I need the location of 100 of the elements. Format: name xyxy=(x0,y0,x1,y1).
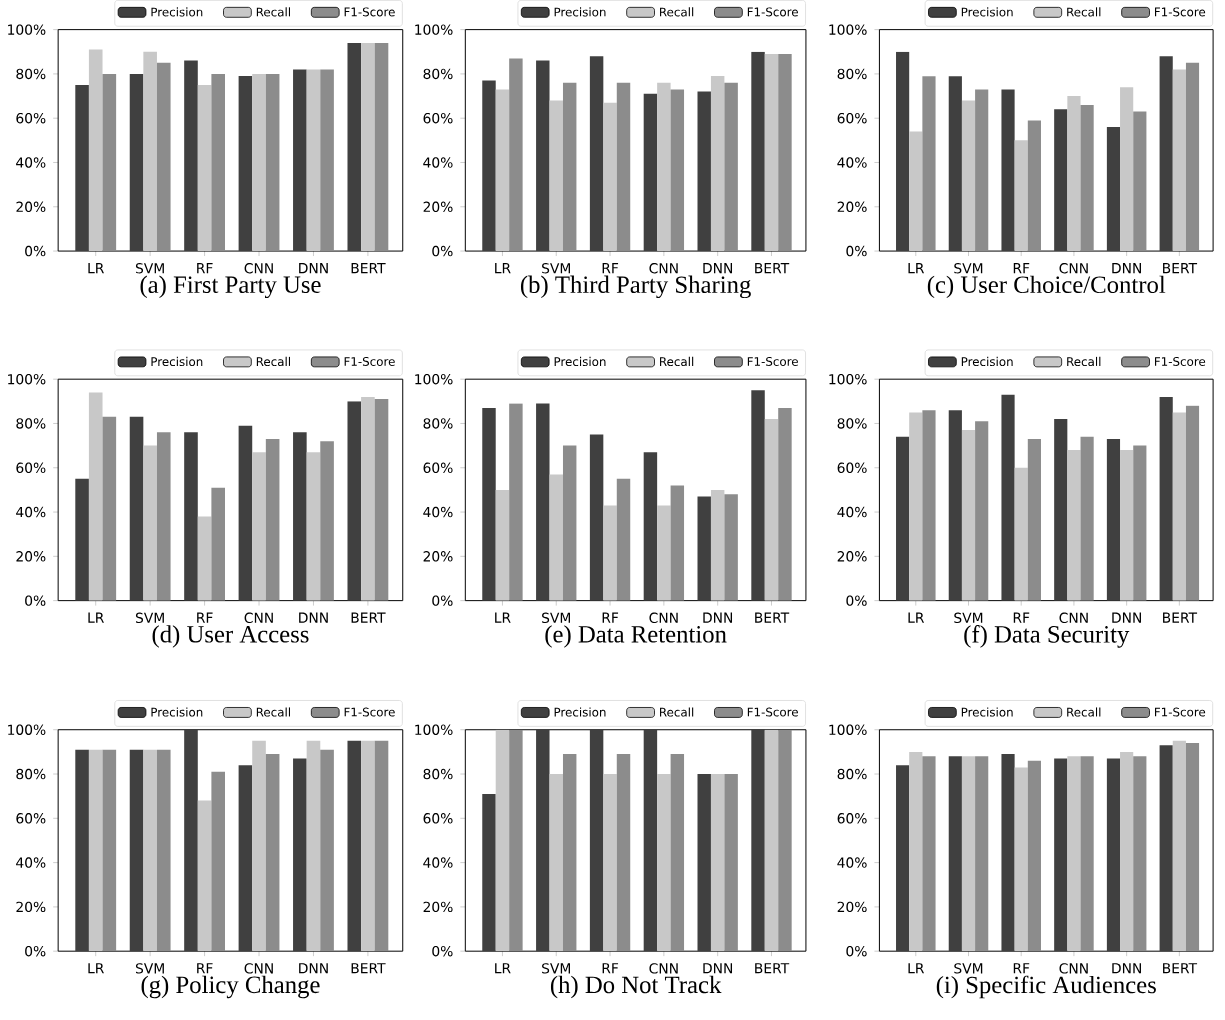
legend-label: Recall xyxy=(660,707,694,717)
y-tick-label: 20% xyxy=(16,201,46,213)
bar xyxy=(724,82,738,252)
bar xyxy=(751,390,765,601)
bar xyxy=(589,729,604,952)
bar xyxy=(896,436,910,601)
text: (e) Data Retention xyxy=(545,625,727,648)
bar xyxy=(184,60,198,252)
bar xyxy=(909,131,923,252)
y-tick-label: 40% xyxy=(16,857,46,868)
bar xyxy=(347,401,362,601)
bar xyxy=(1106,127,1121,252)
bar xyxy=(184,729,198,952)
y-tick-label: 40% xyxy=(423,157,453,168)
x-tick-label: SVM xyxy=(954,963,983,974)
x-tick-label: SVM xyxy=(954,612,983,624)
y-tick-label: 60% xyxy=(16,813,46,824)
x-tick-label: DNN xyxy=(703,263,733,274)
bar xyxy=(764,54,779,252)
x-tick-label: DNN xyxy=(1112,963,1141,974)
bar xyxy=(697,496,711,601)
bar xyxy=(211,74,225,252)
bar xyxy=(778,408,792,601)
x-tick-label: LR xyxy=(88,263,104,274)
y-tick-label: 60% xyxy=(837,462,867,474)
bar xyxy=(1054,109,1068,252)
y-tick-label: 80% xyxy=(423,418,453,429)
y-tick-label: 80% xyxy=(423,68,453,80)
bar xyxy=(102,749,117,952)
bar xyxy=(143,749,157,952)
y-tick-label: 20% xyxy=(423,201,453,213)
bar xyxy=(724,774,738,952)
bar xyxy=(509,58,523,252)
y-tick-label: 20% xyxy=(837,201,867,213)
bar xyxy=(896,765,910,952)
bar xyxy=(211,487,225,601)
bar xyxy=(361,397,375,601)
y-tick-label: 0% xyxy=(432,595,453,606)
bar xyxy=(211,771,225,952)
x-tick-label: BERT xyxy=(755,263,790,274)
bar xyxy=(75,85,89,252)
x-tick-label: CNN xyxy=(649,612,678,624)
bar xyxy=(670,89,685,252)
y-tick-label: 20% xyxy=(16,551,46,562)
bar xyxy=(306,740,321,952)
x-tick-label: CNN xyxy=(244,963,273,974)
bar xyxy=(710,490,725,601)
x-tick-label: CNN xyxy=(1059,612,1088,624)
y-tick-label: 60% xyxy=(423,462,453,474)
legend-label: Precision xyxy=(151,707,203,717)
x-tick-label: BERT xyxy=(351,263,386,274)
bar xyxy=(374,399,389,601)
legend-label: Recall xyxy=(660,7,694,17)
bar xyxy=(252,452,266,601)
bar xyxy=(1067,450,1081,601)
bar xyxy=(252,740,266,952)
legend-label: F1-Score xyxy=(747,357,798,367)
bar xyxy=(1001,89,1015,252)
bar xyxy=(909,412,923,601)
legend-label: Precision xyxy=(554,7,606,17)
bar xyxy=(922,410,936,601)
bar xyxy=(922,76,936,252)
x-tick-label: BERT xyxy=(351,963,386,974)
y-tick-label: 100% xyxy=(415,24,453,35)
legend-label: F1-Score xyxy=(344,357,395,367)
bar xyxy=(156,62,171,252)
bar xyxy=(361,740,375,952)
bar xyxy=(320,441,334,601)
bar xyxy=(1001,754,1015,952)
bar xyxy=(1133,445,1147,601)
bar xyxy=(252,74,266,252)
bar xyxy=(1080,756,1094,952)
bar xyxy=(589,434,604,601)
bar xyxy=(102,416,117,601)
y-tick-label: 80% xyxy=(423,768,453,780)
bar xyxy=(156,749,171,952)
y-tick-label: 80% xyxy=(837,768,867,780)
legend-label: Recall xyxy=(660,357,694,367)
bar xyxy=(1185,62,1200,252)
bar xyxy=(1120,752,1134,952)
bar xyxy=(670,485,685,601)
bar xyxy=(1014,467,1028,601)
legend-label: F1-Score xyxy=(1155,707,1206,717)
x-tick-label: BERT xyxy=(755,963,790,974)
bar xyxy=(643,452,658,601)
bar xyxy=(1159,397,1173,601)
bar xyxy=(948,76,962,252)
text: (b) Third Party Sharing xyxy=(520,275,751,299)
bar xyxy=(1054,419,1068,601)
x-tick-label: BERT xyxy=(755,612,790,623)
x-tick-label: RF xyxy=(197,263,213,274)
legend-label: Precision xyxy=(151,7,203,17)
x-tick-label: LR xyxy=(495,263,511,274)
bar xyxy=(1014,767,1028,952)
bar xyxy=(603,102,617,252)
y-tick-label: 80% xyxy=(16,768,46,780)
x-tick-label: DNN xyxy=(299,263,328,274)
text: (i) Specific Audiences xyxy=(936,975,1156,999)
text: (h) Do Not Track xyxy=(550,975,722,999)
x-tick-label: LR xyxy=(88,612,104,623)
